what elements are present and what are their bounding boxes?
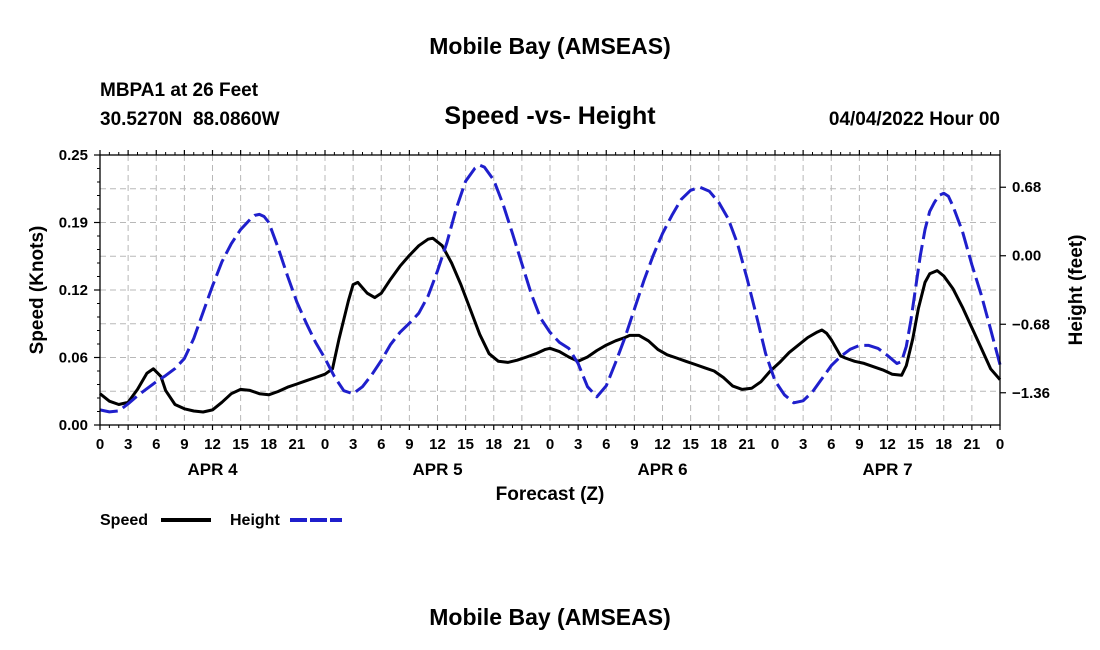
legend: Speed Height	[100, 512, 342, 529]
y2-tick-label: −0.68	[1012, 316, 1050, 333]
y-tick-label: 0.25	[59, 147, 88, 164]
x-tick-label: 0	[96, 436, 104, 453]
day-label: APR 5	[412, 460, 462, 479]
x-tick-label: 15	[232, 436, 249, 453]
axis-ticks	[94, 150, 1006, 430]
x-tick-label: 9	[630, 436, 638, 453]
x-tick-label: 12	[204, 436, 221, 453]
height-line	[99, 163, 1002, 414]
x-tick-label: 15	[682, 436, 699, 453]
x-tick-label: 12	[429, 436, 446, 453]
y-tick-label: 0.12	[59, 282, 88, 299]
x-tick-label: 6	[377, 436, 385, 453]
x-tick-label: 9	[180, 436, 188, 453]
y-tick-label: 0.19	[59, 215, 88, 232]
x-tick-label: 6	[152, 436, 160, 453]
x-tick-label: 3	[349, 436, 357, 453]
x-tick-label: 21	[964, 436, 981, 453]
x-tick-label: 18	[935, 436, 952, 453]
x-tick-label: 3	[124, 436, 132, 453]
x-tick-label: 0	[321, 436, 329, 453]
x-tick-label: 0	[996, 436, 1004, 453]
day-label: APR 6	[637, 460, 687, 479]
x-tick-label: 9	[405, 436, 413, 453]
x-axis-label: Forecast (Z)	[496, 484, 605, 505]
legend-height-label: Height	[230, 512, 280, 529]
x-tick-label: 21	[289, 436, 306, 453]
speed-line	[99, 236, 1002, 414]
x-tick-label: 6	[827, 436, 835, 453]
y2-tick-label: 0.00	[1012, 248, 1041, 265]
x-tick-label: 9	[855, 436, 863, 453]
y2-tick-label: −1.36	[1012, 385, 1050, 402]
footer-title: Mobile Bay (AMSEAS)	[429, 604, 671, 630]
x-tick-label: 15	[907, 436, 924, 453]
x-tick-label: 0	[771, 436, 779, 453]
x-tick-label: 21	[514, 436, 531, 453]
x-tick-label: 15	[457, 436, 474, 453]
x-tick-label: 18	[260, 436, 277, 453]
legend-speed-label: Speed	[100, 512, 148, 529]
forecast-date: 04/04/2022 Hour 00	[829, 109, 1000, 130]
x-tick-label: 0	[546, 436, 554, 453]
station-name: MBPA1 at 26 Feet	[100, 80, 259, 101]
chart-title: Speed -vs- Height	[444, 102, 656, 130]
y-tick-label: 0.06	[59, 350, 88, 367]
grid	[100, 155, 1000, 425]
y-tick-label: 0.00	[59, 417, 88, 434]
x-tick-label: 12	[879, 436, 896, 453]
x-tick-label: 18	[485, 436, 502, 453]
x-tick-label: 12	[654, 436, 671, 453]
x-tick-label: 21	[739, 436, 756, 453]
series-layer	[99, 163, 1002, 414]
station-coords: 30.5270N 88.0860W	[100, 109, 280, 130]
y2-tick-label: 0.68	[1012, 179, 1041, 196]
day-label: APR 4	[187, 460, 238, 479]
x-tick-label: 18	[710, 436, 727, 453]
day-label: APR 7	[862, 460, 912, 479]
x-tick-label: 3	[574, 436, 582, 453]
y2-axis-label: Height (feet)	[1066, 235, 1087, 346]
x-tick-label: 3	[799, 436, 807, 453]
page-title: Mobile Bay (AMSEAS)	[429, 33, 671, 59]
axis-labels: 0 3 6 9 12 15 18 21 0 3 6 9 12 15 18 21 0 3 6 9 12 15 18 21 0 3 6 9…	[59, 147, 1050, 479]
x-tick-label: 6	[602, 436, 610, 453]
y-axis-label: Speed (Knots)	[27, 226, 48, 355]
